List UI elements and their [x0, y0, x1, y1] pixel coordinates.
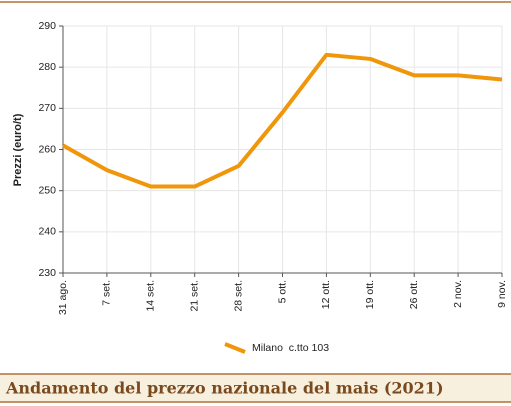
x-tick-label: 19 ott. [364, 280, 376, 309]
legend-label: Milano c.tto 103 [252, 342, 329, 354]
chart-title: Andamento del prezzo nazionale del mais … [5, 379, 444, 398]
y-tick-label: 230 [38, 267, 56, 279]
x-tick-label: 2 nov. [452, 280, 464, 308]
legend-swatch [224, 342, 246, 354]
title-bar [0, 374, 511, 402]
y-tick-label: 250 [38, 184, 56, 196]
y-tick-label: 240 [38, 226, 56, 238]
y-axis-label: Prezzi (euro/t) [12, 113, 24, 186]
x-tick-label: 14 set. [145, 280, 157, 312]
y-tick-label: 270 [38, 102, 56, 114]
x-tick-label: 9 nov. [496, 280, 508, 308]
y-tick-label: 280 [38, 61, 56, 73]
x-tick-label: 7 set. [101, 280, 113, 306]
x-tick-label: 5 ott. [276, 280, 288, 303]
data-line [62, 52, 503, 189]
x-tick-label: 28 set. [232, 280, 244, 312]
x-tick-label: 31 ago. [57, 280, 69, 315]
x-tick-label: 12 ott. [320, 280, 332, 309]
x-tick-label: 21 set. [188, 280, 200, 312]
y-tick-label: 260 [38, 143, 56, 155]
y-tick-label: 290 [38, 20, 56, 32]
x-tick-label: 26 ott. [408, 280, 420, 309]
